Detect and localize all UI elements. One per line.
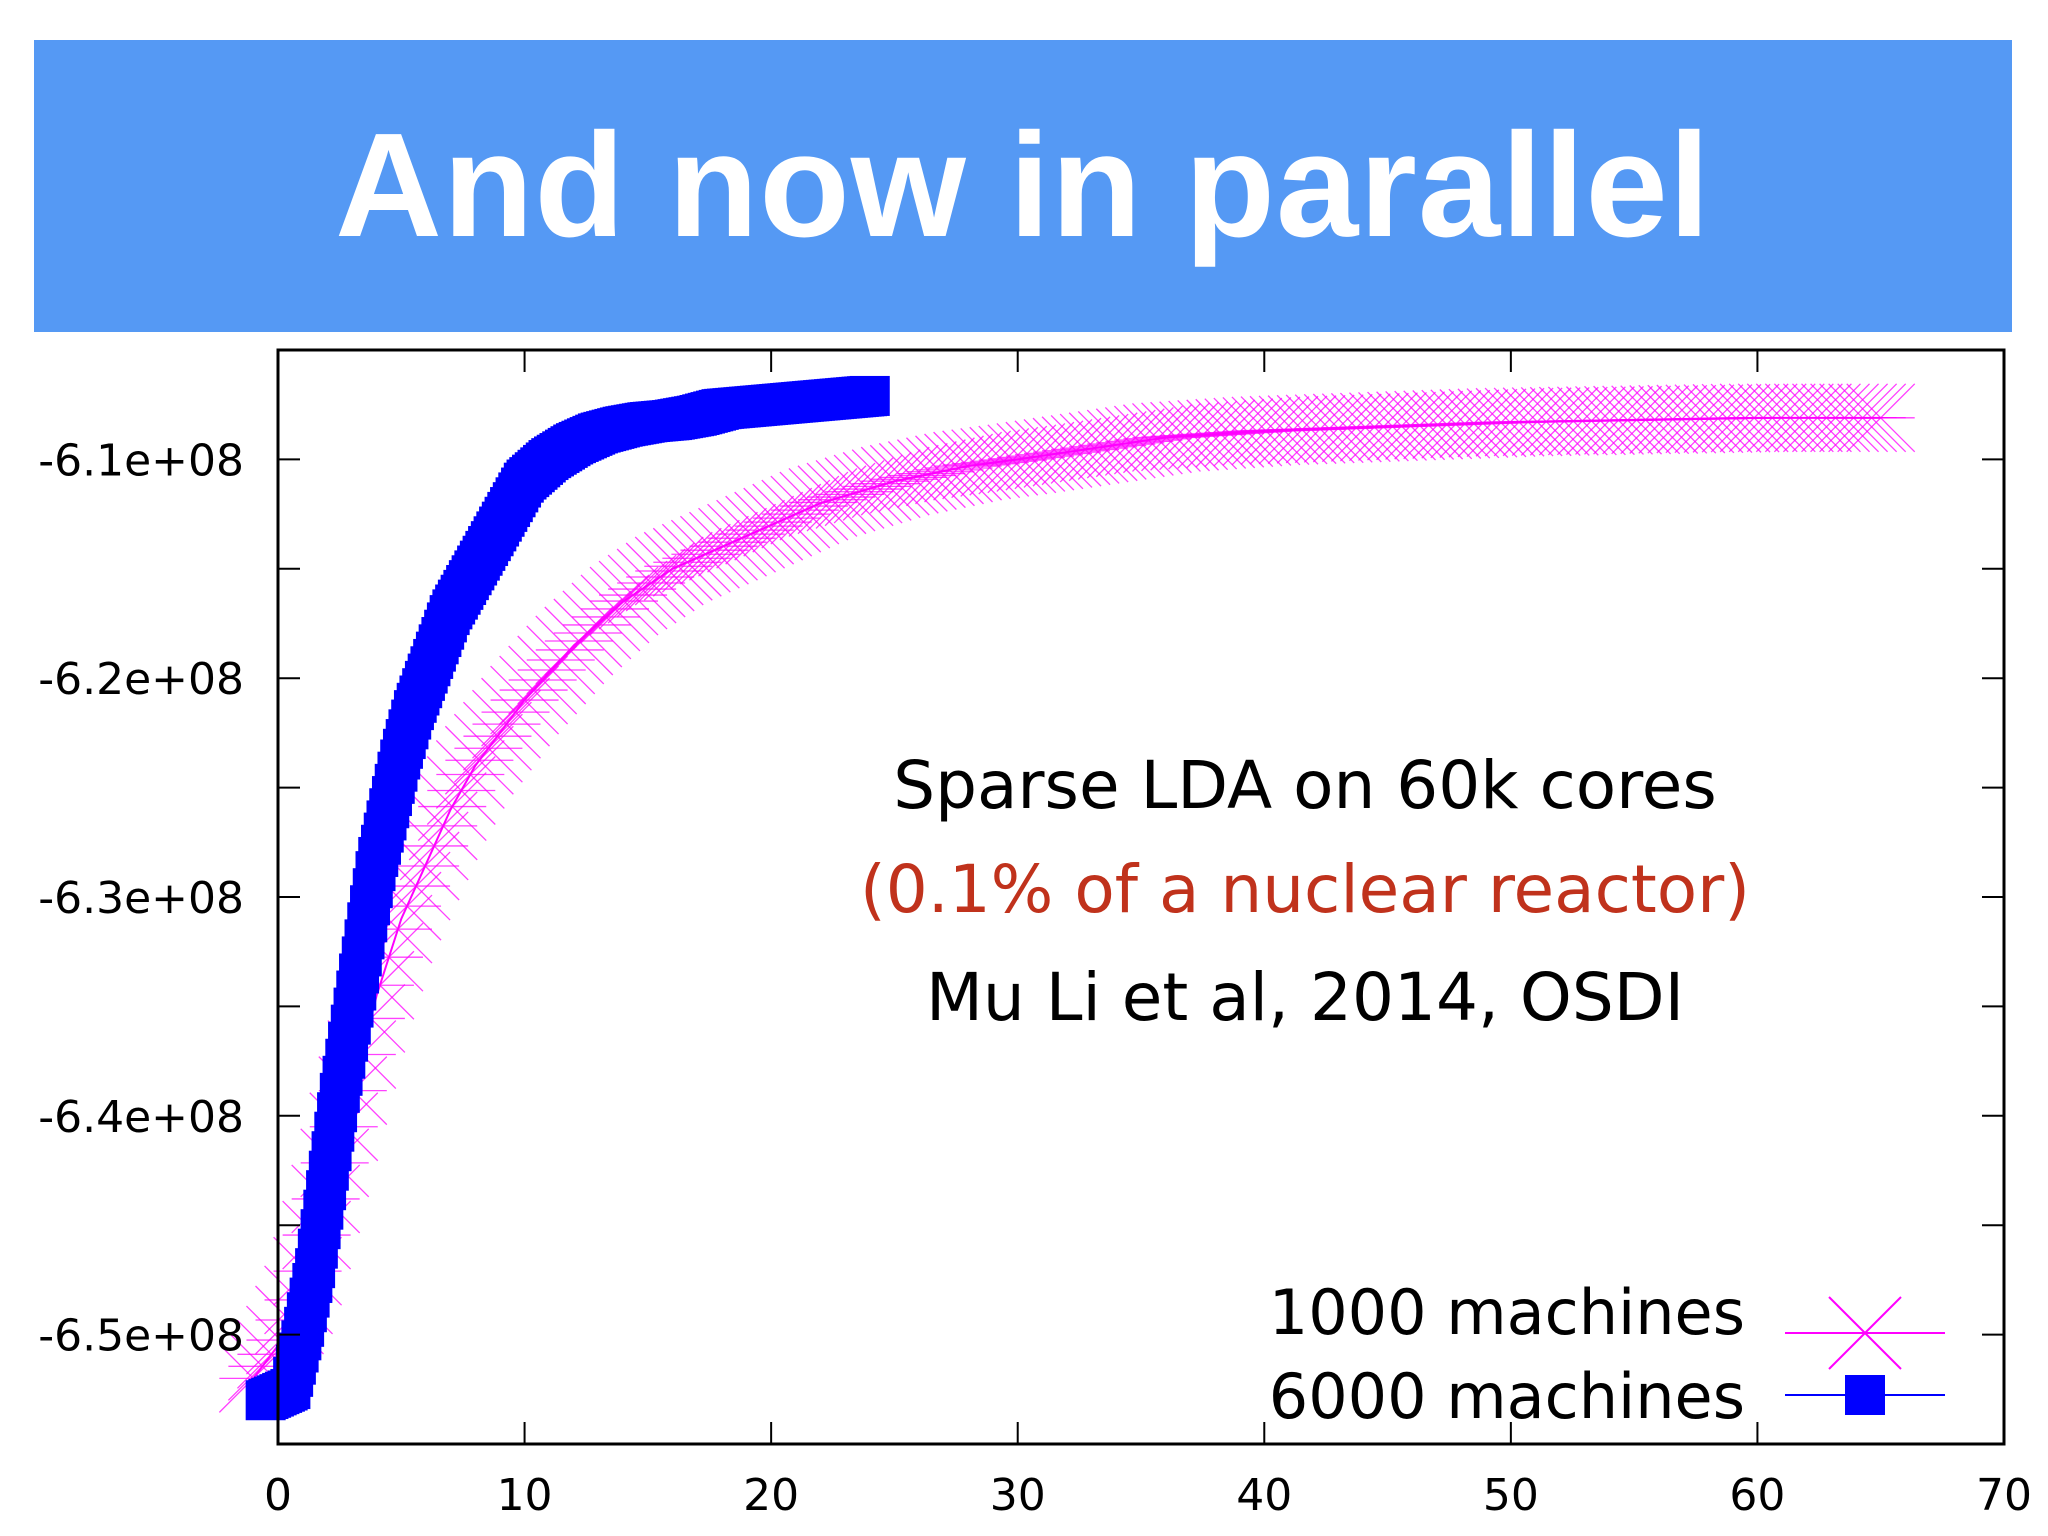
point-marker	[661, 523, 731, 593]
x-tick-label: 30	[990, 1470, 1046, 1521]
x-tick-label: 20	[743, 1470, 799, 1521]
annotation-line-1: Sparse LDA on 60k cores	[893, 747, 1717, 824]
point-marker	[453, 713, 523, 783]
x-tick-label: 40	[1236, 1470, 1292, 1521]
point-marker	[896, 439, 966, 509]
legend-label-1000-machines: 1000 machines	[1269, 1276, 1745, 1349]
point-marker	[752, 483, 822, 553]
point-marker	[652, 527, 722, 597]
point-marker	[553, 598, 623, 668]
y-tick-label: -6.2e+08	[38, 654, 244, 705]
y-tick-label: -6.1e+08	[38, 435, 244, 486]
point-marker	[716, 499, 786, 569]
x-tick-label: 10	[497, 1470, 553, 1521]
legend-cross-marker	[1828, 1296, 1902, 1370]
point-marker	[698, 507, 767, 577]
legend-symbol-6000-machines	[1785, 1375, 1945, 1415]
slide-title: And now in parallel	[335, 103, 1711, 268]
point-marker	[887, 441, 957, 510]
point-marker	[878, 442, 948, 512]
y-tick-label: -6.5e+08	[38, 1311, 244, 1362]
point-marker	[444, 725, 514, 795]
point-marker	[869, 444, 939, 514]
legend-label-6000-machines: 6000 machines	[1269, 1360, 1745, 1433]
title-banner: And now in parallel	[34, 40, 2012, 332]
point-marker	[734, 491, 804, 561]
point-marker	[679, 515, 749, 585]
legend-symbol-1000-machines	[1785, 1296, 1945, 1370]
point-marker	[779, 471, 849, 541]
x-tick-label: 50	[1483, 1470, 1539, 1521]
point-marker	[562, 590, 632, 660]
x-tick-label: 60	[1729, 1470, 1785, 1521]
point-marker	[408, 791, 478, 861]
point-marker	[707, 503, 777, 573]
point-marker	[1846, 383, 1916, 453]
point-marker	[580, 574, 650, 644]
point-marker	[462, 701, 532, 771]
point-marker	[1122, 404, 1192, 474]
point-marker	[426, 756, 496, 825]
point-marker	[849, 375, 890, 416]
series-6000-machines	[245, 375, 890, 1421]
annotation-block: Sparse LDA on 60k cores (0.1% of a nucle…	[860, 747, 1750, 1036]
point-marker	[670, 519, 740, 589]
series-layer	[218, 375, 1916, 1421]
point-marker	[634, 536, 704, 606]
y-tick-label: -6.4e+08	[38, 1092, 244, 1143]
point-marker	[743, 487, 813, 557]
point-marker	[490, 665, 560, 735]
point-marker	[625, 542, 695, 612]
legend-square-marker	[1845, 1375, 1885, 1415]
point-marker	[725, 495, 795, 565]
point-marker	[417, 772, 487, 842]
point-marker	[499, 655, 569, 725]
point-marker	[472, 689, 541, 759]
point-marker	[924, 433, 993, 503]
point-marker	[915, 435, 984, 505]
point-marker	[616, 548, 686, 618]
point-marker	[905, 437, 975, 507]
annotation-line-2: (0.1% of a nuclear reactor)	[860, 851, 1750, 928]
legend: 1000 machines 6000 machines	[1269, 1276, 1945, 1433]
point-marker	[399, 811, 469, 881]
point-marker	[571, 582, 641, 652]
point-marker	[689, 511, 758, 581]
point-marker	[1113, 405, 1183, 475]
point-marker	[761, 479, 831, 549]
point-marker	[643, 531, 713, 601]
point-marker	[544, 606, 614, 676]
y-tick-label: -6.3e+08	[38, 873, 244, 924]
annotation-line-3: Mu Li et al, 2014, OSDI	[926, 959, 1684, 1036]
x-tick-label: 70	[1976, 1470, 2032, 1521]
x-tick-label: 0	[264, 1470, 292, 1521]
tick-layer: 0 10 20 30 40 50 60 70 -6.5e+08 -6.4e+08 -6.3e+08 -…	[38, 350, 2032, 1521]
